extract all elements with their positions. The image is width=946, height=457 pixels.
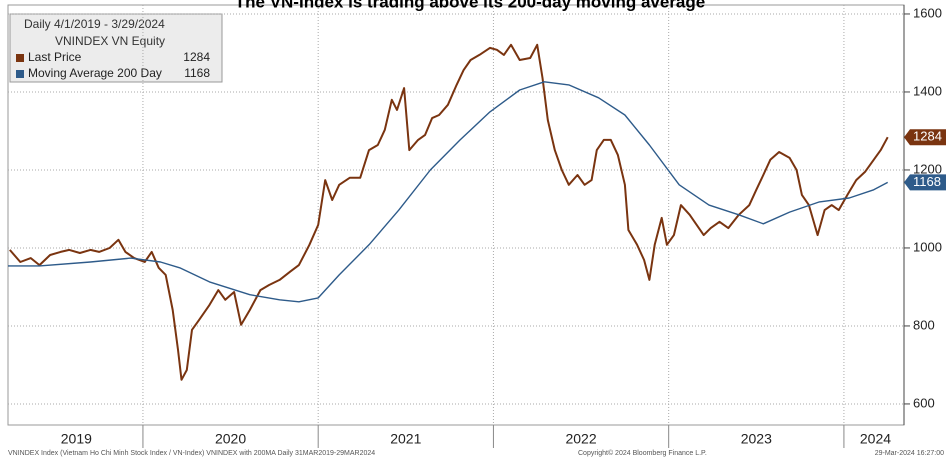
legend-title: Daily 4/1/2019 - 3/29/2024 — [24, 17, 165, 31]
legend-label: Moving Average 200 Day — [28, 66, 162, 80]
value-tag-label: 1284 — [913, 129, 942, 144]
legend-title: VNINDEX VN Equity — [55, 34, 165, 48]
y-tick-label: 1400 — [913, 83, 942, 98]
x-tick-label: 2020 — [215, 431, 246, 447]
y-tick-label: 1000 — [913, 239, 942, 254]
legend-box — [9, 13, 223, 83]
series-line — [8, 81, 889, 303]
footer: VNINDEX Index (Vietnam Ho Chi Minh Stock… — [8, 450, 375, 457]
x-tick-label: 2022 — [565, 431, 596, 447]
legend-value: 1284 — [183, 50, 210, 64]
x-tick-label: 2019 — [61, 431, 92, 447]
y-tick-label: 1600 — [913, 5, 942, 20]
footer: Copyright© 2024 Bloomberg Finance L.P. — [578, 449, 707, 457]
y-tick-label: 1200 — [913, 161, 942, 176]
value-tag-label: 1168 — [913, 174, 941, 189]
legend-label: Last Price — [28, 50, 82, 64]
footer: 29-Mar-2024 16:27:00 — [875, 450, 944, 457]
legend-swatch — [16, 70, 24, 78]
legend-value: 1168 — [184, 66, 210, 80]
x-tick-label: 2021 — [390, 431, 421, 447]
x-tick-label: 2023 — [741, 431, 772, 447]
y-tick-label: 600 — [913, 395, 935, 410]
value-tag — [904, 174, 946, 191]
series-line — [9, 43, 889, 381]
y-tick-label: 800 — [913, 317, 935, 332]
chart-title: The VN-Index is trading above its 200-da… — [235, 0, 705, 11]
value-tag — [904, 129, 946, 146]
legend-swatch — [16, 54, 24, 62]
x-tick-label: 2024 — [860, 431, 891, 447]
